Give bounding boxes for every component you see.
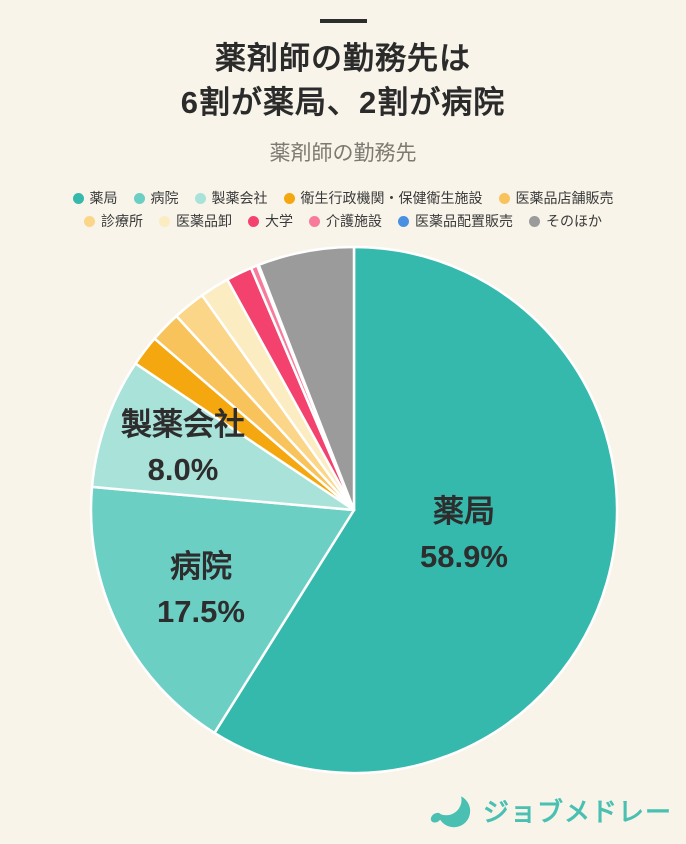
pie-slice-2 <box>90 362 356 512</box>
legend-label: 衛生行政機関・保健衛生施設 <box>300 190 483 206</box>
legend-dot-icon <box>248 216 259 227</box>
crescent-j-icon <box>430 787 471 828</box>
legend-label: 製薬会社 <box>211 190 268 206</box>
legend-row: 薬局 病院 製薬会社 衛生行政機関・保健衛生施設 医薬品店舗販売 <box>0 187 686 210</box>
top-dash-decoration <box>319 19 367 23</box>
legend-item-3: 衛生行政機関・保健衛生施設 <box>283 187 483 210</box>
legend-dot-icon <box>283 193 295 204</box>
slice-label-name: 病院 <box>170 549 232 584</box>
legend-label: そのほか <box>546 213 602 229</box>
slice-label-value: 8.0% <box>147 452 219 487</box>
legend-dot-icon <box>159 216 170 227</box>
legend-dot-icon <box>194 193 206 204</box>
brand-logo: ジョブメドレー <box>428 787 672 833</box>
legend-label: 診療所 <box>101 213 143 229</box>
legend-label: 医薬品配置販売 <box>415 213 513 229</box>
legend-item-0: 薬局 <box>72 187 118 210</box>
legend-dot-icon <box>72 193 84 204</box>
legend-label: 病院 <box>150 190 179 206</box>
slice-label-name: 薬局 <box>433 494 495 529</box>
legend-dot-icon <box>309 216 320 227</box>
chart-legend: 薬局 病院 製薬会社 衛生行政機関・保健衛生施設 医薬品店舗販売診療所 医薬品卸 大学 介護施… <box>0 187 686 233</box>
legend-label: 医薬品店舗販売 <box>515 190 614 206</box>
legend-item-4: 医薬品店舗販売 <box>498 187 614 210</box>
legend-label: 医薬品卸 <box>176 213 232 229</box>
legend-item-7: 大学 <box>248 210 293 233</box>
slice-label-2: 製薬会社 8.0% <box>121 402 245 492</box>
chart-subtitle: 薬剤師の勤務先 <box>269 142 417 165</box>
legend-item-5: 診療所 <box>84 210 143 233</box>
legend-label: 薬局 <box>89 190 118 206</box>
pie-slice-1 <box>89 485 356 735</box>
legend-item-6: 医薬品卸 <box>159 210 232 233</box>
slice-label-0: 薬局 58.9% <box>420 489 508 579</box>
pie-slice-10 <box>257 245 356 512</box>
legend-dot-icon <box>133 193 145 204</box>
slice-label-name: 製薬会社 <box>121 407 245 442</box>
title-line-2: 6割が薬局、2割が病院 <box>180 85 506 120</box>
legend-dot-icon <box>84 216 95 227</box>
legend-item-1: 病院 <box>133 187 179 210</box>
title-line-1: 薬剤師の勤務先は <box>215 41 471 76</box>
legend-item-9: 医薬品配置販売 <box>398 210 513 233</box>
legend-item-10: そのほか <box>529 210 602 233</box>
page-title: 薬剤師の勤務先は 6割が薬局、2割が病院 <box>0 37 686 125</box>
legend-dot-icon <box>498 193 510 204</box>
legend-item-2: 製薬会社 <box>194 187 268 210</box>
legend-label: 大学 <box>265 213 293 229</box>
legend-dot-icon <box>529 216 540 227</box>
slice-label-value: 17.5% <box>157 594 245 629</box>
slice-label-1: 病院 17.5% <box>157 544 245 634</box>
legend-row: 診療所 医薬品卸 大学 介護施設 医薬品配置販売 そのほか <box>0 210 686 233</box>
legend-dot-icon <box>398 216 409 227</box>
pie-slice-0 <box>213 245 619 775</box>
brand-name: ジョブメドレー <box>482 796 672 827</box>
legend-item-8: 介護施設 <box>309 210 382 233</box>
slice-label-value: 58.9% <box>420 539 508 574</box>
legend-label: 介護施設 <box>326 213 382 229</box>
